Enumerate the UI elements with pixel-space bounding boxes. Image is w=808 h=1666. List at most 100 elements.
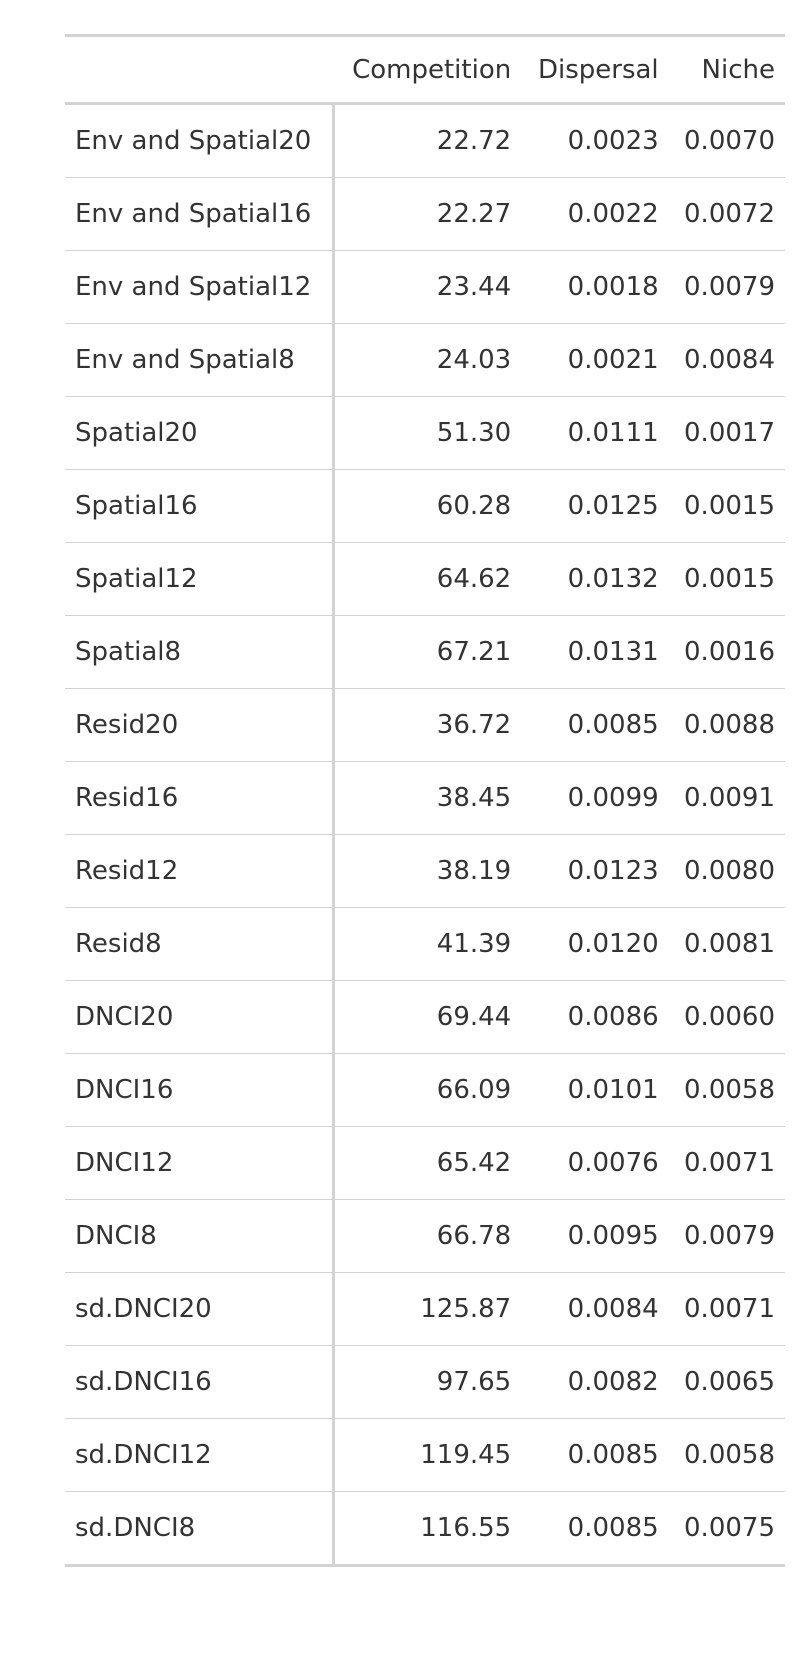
niche-cell: 0.0088 [668, 688, 785, 762]
competition-cell: 66.78 [333, 1199, 522, 1273]
table-row: sd.DNCI8 116.55 0.0085 0.0075 [65, 1491, 785, 1566]
dispersal-cell: 0.0082 [521, 1345, 669, 1419]
niche-cell: 0.0065 [668, 1345, 785, 1419]
table-row: DNCI16 66.09 0.0101 0.0058 [65, 1053, 785, 1127]
competition-cell: 24.03 [333, 323, 522, 397]
row-label: DNCI12 [65, 1126, 335, 1200]
row-label: sd.DNCI20 [65, 1272, 335, 1346]
dispersal-cell: 0.0085 [521, 1418, 669, 1492]
table-row: sd.DNCI20 125.87 0.0084 0.0071 [65, 1272, 785, 1346]
competition-cell: 119.45 [333, 1418, 522, 1492]
row-label: Env and Spatial20 [65, 103, 335, 178]
table-row: Env and Spatial12 23.44 0.0018 0.0079 [65, 250, 785, 324]
niche-cell: 0.0015 [668, 542, 785, 616]
dispersal-cell: 0.0023 [567, 126, 659, 156]
table-body: Env and Spatial20 22.72 0.0023 0.0070 Env an… [65, 103, 785, 1566]
competition-cell: 67.21 [333, 615, 522, 689]
competition-cell: 41.39 [333, 907, 522, 981]
table-row: Env and Spatial20 22.72 0.0023 0.0070 [65, 103, 785, 178]
stub-column-header [65, 35, 334, 105]
row-label: Env and Spatial16 [65, 177, 335, 251]
table-row: sd.DNCI16 97.65 0.0082 0.0065 [65, 1345, 785, 1419]
niche-cell: 0.0080 [668, 834, 785, 908]
row-label: Spatial20 [65, 396, 335, 470]
niche-cell: 0.0058 [668, 1418, 785, 1492]
table-row: Resid16 38.45 0.0099 0.0091 [65, 761, 785, 835]
row-label: DNCI8 [65, 1199, 335, 1273]
competition-cell: 65.42 [333, 1126, 522, 1200]
dispersal-cell: 0.0022 [521, 177, 669, 251]
table-row: Resid12 38.19 0.0123 0.0080 [65, 834, 785, 908]
niche-cell: 0.0091 [668, 761, 785, 835]
table-row: Spatial16 60.28 0.0125 0.0015 [65, 469, 785, 543]
niche-cell: 0.0015 [668, 469, 785, 543]
row-label: Resid16 [65, 761, 335, 835]
niche-cell: 0.0084 [668, 323, 785, 397]
row-label: Resid8 [65, 907, 335, 981]
niche-column-header: Niche [668, 35, 785, 105]
dispersal-cell: 0.0131 [521, 615, 669, 689]
niche-cell: 0.0071 [668, 1272, 785, 1346]
row-label: DNCI20 [65, 980, 335, 1054]
table-row: Env and Spatial8 24.03 0.0021 0.0084 [65, 323, 785, 397]
table-row: Resid20 36.72 0.0085 0.0088 [65, 688, 785, 762]
dispersal-cell: 0.0123 [521, 834, 669, 908]
row-label: sd.DNCI12 [65, 1418, 335, 1492]
header-row: Competition Dispersal Niche [65, 35, 785, 105]
row-label: sd.DNCI8 [65, 1491, 335, 1566]
table-row: DNCI20 69.44 0.0086 0.0060 [65, 980, 785, 1054]
table-header: Competition Dispersal Niche [65, 35, 785, 105]
row-label: Spatial12 [65, 542, 335, 616]
dispersal-cell: 0.0101 [521, 1053, 669, 1127]
dispersal-cell: 0.0111 [521, 396, 669, 470]
dispersal-cell: 0.0085 [521, 1491, 669, 1566]
niche-cell: 0.0079 [668, 250, 785, 324]
row-label: Resid20 [65, 688, 335, 762]
competition-cell: 22.72 [436, 126, 512, 156]
table-row: sd.DNCI12 119.45 0.0085 0.0058 [65, 1418, 785, 1492]
niche-cell: 0.0081 [668, 907, 785, 981]
competition-cell: 38.19 [333, 834, 522, 908]
niche-cell: 0.0072 [668, 177, 785, 251]
competition-cell: 36.72 [333, 688, 522, 762]
competition-cell: 125.87 [333, 1272, 522, 1346]
dispersal-cell: 0.0095 [521, 1199, 669, 1273]
row-label: Env and Spatial8 [65, 323, 335, 397]
competition-cell: 64.62 [333, 542, 522, 616]
row-label: DNCI16 [65, 1053, 335, 1127]
niche-cell: 0.0070 [684, 126, 775, 156]
competition-cell: 38.45 [333, 761, 522, 835]
dispersal-cell: 0.0132 [521, 542, 669, 616]
dispersal-cell: 0.0018 [521, 250, 669, 324]
dispersal-cell: 0.0021 [521, 323, 669, 397]
row-label: Resid12 [65, 834, 335, 908]
competition-cell: 51.30 [333, 396, 522, 470]
competition-cell: 22.27 [333, 177, 522, 251]
row-label: Spatial8 [65, 615, 335, 689]
competition-column-header: Competition [333, 35, 522, 105]
table-row: Spatial8 67.21 0.0131 0.0016 [65, 615, 785, 689]
dispersal-cell: 0.0084 [521, 1272, 669, 1346]
row-label: sd.DNCI16 [65, 1345, 335, 1419]
niche-cell: 0.0075 [668, 1491, 785, 1566]
dispersal-cell: 0.0120 [521, 907, 669, 981]
dispersal-column-header: Dispersal [521, 35, 669, 105]
row-label: Env and Spatial12 [65, 250, 335, 324]
competition-cell: 69.44 [333, 980, 522, 1054]
niche-cell: 0.0079 [668, 1199, 785, 1273]
row-label: Spatial16 [65, 469, 335, 543]
niche-cell: 0.0060 [668, 980, 785, 1054]
niche-cell: 0.0071 [668, 1126, 785, 1200]
table-row: Spatial12 64.62 0.0132 0.0015 [65, 542, 785, 616]
results-table: Competition Dispersal Niche Env and Spat… [65, 34, 785, 1567]
dispersal-cell: 0.0125 [521, 469, 669, 543]
competition-cell: 116.55 [333, 1491, 522, 1566]
dispersal-cell: 0.0086 [521, 980, 669, 1054]
niche-cell: 0.0017 [668, 396, 785, 470]
table-row: DNCI12 65.42 0.0076 0.0071 [65, 1126, 785, 1200]
niche-cell: 0.0058 [668, 1053, 785, 1127]
table-row: Spatial20 51.30 0.0111 0.0017 [65, 396, 785, 470]
dispersal-cell: 0.0099 [521, 761, 669, 835]
table-row: Resid8 41.39 0.0120 0.0081 [65, 907, 785, 981]
dispersal-cell: 0.0076 [521, 1126, 669, 1200]
